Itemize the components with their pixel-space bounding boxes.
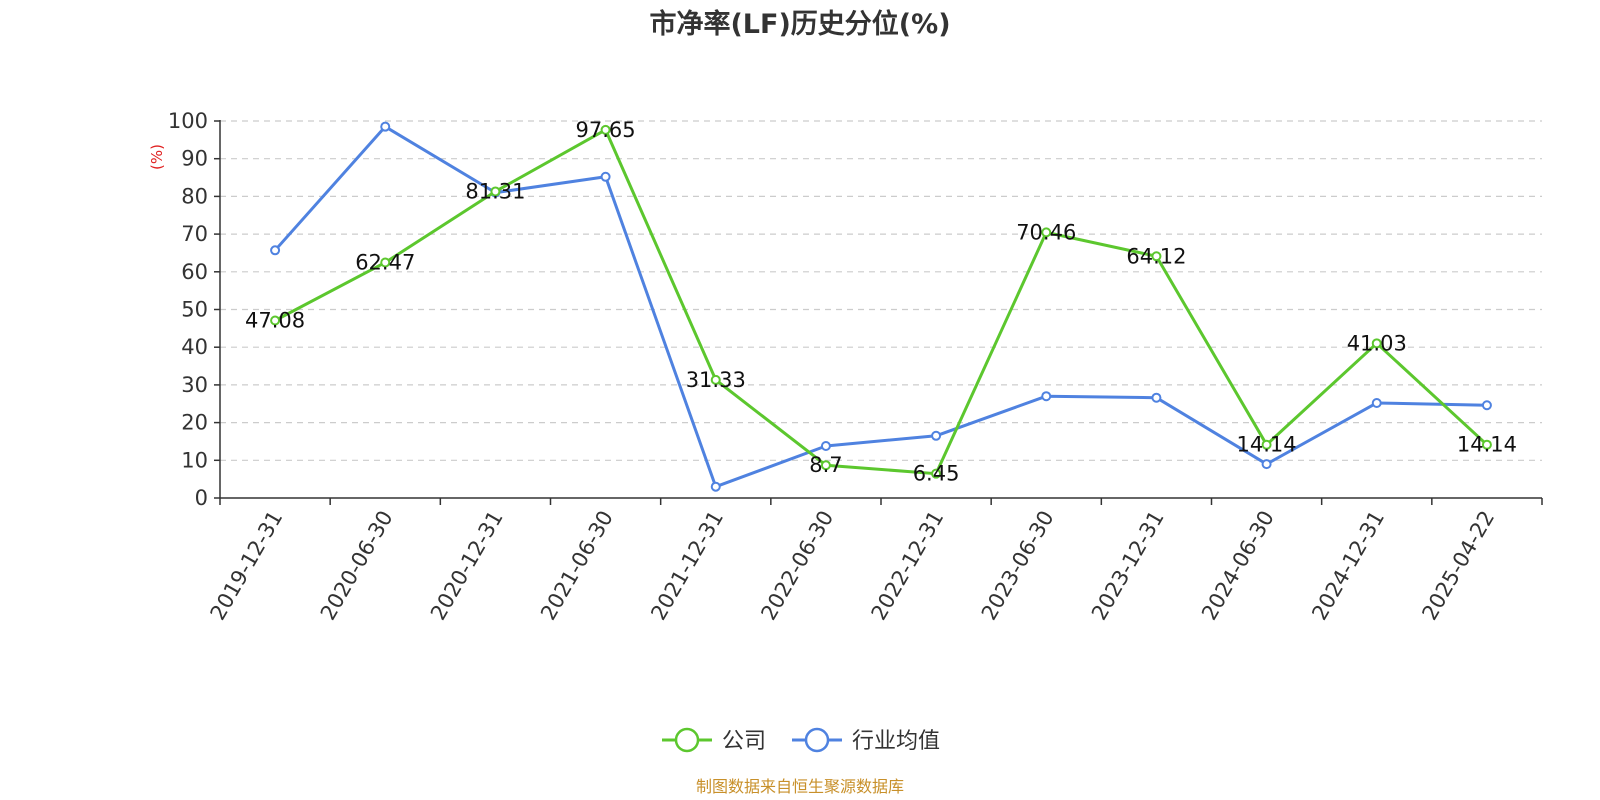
data-label: 31.33	[686, 368, 746, 392]
legend-label: 行业均值	[852, 729, 940, 754]
chart-title: 市净率(LF)历史分位(%)	[649, 8, 950, 40]
point-industry[interactable]	[710, 481, 721, 492]
x-tick-label: 2024-12-31	[1307, 507, 1389, 625]
source-note: 制图数据来自恒生聚源数据库	[696, 777, 904, 796]
point-company[interactable]	[1481, 439, 1492, 450]
data-label: 47.08	[245, 309, 305, 333]
x-tick-label: 2025-04-22	[1417, 507, 1499, 625]
legend-swatch-marker	[674, 727, 700, 753]
x-tick-label: 2023-12-31	[1087, 507, 1169, 625]
x-tick-label: 2023-06-30	[977, 507, 1059, 625]
x-tick-label: 2024-06-30	[1197, 507, 1279, 625]
x-tick-label: 2021-12-31	[646, 507, 728, 625]
point-industry[interactable]	[1041, 391, 1052, 402]
grid-lines	[220, 120, 1542, 461]
point-industry[interactable]	[270, 245, 281, 256]
point-industry[interactable]	[1371, 397, 1382, 408]
point-industry[interactable]	[600, 171, 611, 182]
y-tick-label: 20	[181, 411, 208, 435]
y-tick-label: 70	[181, 222, 208, 246]
point-industry[interactable]	[1481, 400, 1492, 411]
point-company[interactable]	[1041, 227, 1052, 238]
point-company[interactable]	[710, 374, 721, 385]
point-company[interactable]	[1151, 251, 1162, 262]
legend-swatch-marker	[804, 727, 830, 753]
series-lines	[270, 121, 1492, 492]
y-tick-label: 0	[195, 486, 208, 510]
data-label: 41.03	[1347, 331, 1407, 355]
x-tick-label: 2021-06-30	[536, 507, 618, 625]
data-label: 70.46	[1016, 220, 1076, 244]
point-industry[interactable]	[1151, 392, 1162, 403]
point-company[interactable]	[270, 315, 281, 326]
point-company[interactable]	[490, 186, 501, 197]
data-label: 8.7	[809, 453, 842, 477]
data-label: 14.14	[1237, 433, 1297, 457]
data-labels: 47.08 62.47 81.31 97.65 31.33 8.7 6.45 70.46 64.…	[245, 118, 1517, 486]
point-industry[interactable]	[380, 121, 391, 132]
point-company[interactable]	[931, 468, 942, 479]
y-tick-label: 40	[181, 335, 208, 359]
y-tick-label: 100	[168, 109, 208, 133]
y-tick-label: 60	[181, 260, 208, 284]
data-label: 81.31	[465, 179, 525, 203]
point-company[interactable]	[600, 124, 611, 135]
legend-item-industry[interactable]: 行业均值	[792, 727, 940, 754]
legend[interactable]: 公司 行业均值	[662, 727, 940, 754]
data-label: 6.45	[913, 462, 960, 486]
axes: 0 10 20 30 40 50 60 70 80 90 100 2019-12-31 2020-06-…	[168, 109, 1543, 625]
point-industry[interactable]	[931, 430, 942, 441]
y-tick-label: 10	[181, 448, 208, 472]
y-tick-label: 90	[181, 147, 208, 171]
point-company[interactable]	[820, 460, 831, 471]
y-axis-label: (%)	[148, 144, 166, 170]
data-label: 97.65	[576, 118, 636, 142]
series-line-company	[274, 128, 1488, 476]
point-company[interactable]	[380, 257, 391, 268]
legend-item-company[interactable]: 公司	[662, 727, 766, 754]
x-tick-label: 2020-06-30	[316, 507, 398, 625]
x-tick-label: 2019-12-31	[206, 507, 288, 625]
point-industry[interactable]	[820, 440, 831, 451]
x-tick-label: 2020-12-31	[426, 507, 508, 625]
y-tick-label: 80	[181, 184, 208, 208]
data-label: 64.12	[1126, 244, 1186, 268]
legend-label: 公司	[722, 729, 766, 754]
data-label: 62.47	[355, 250, 415, 274]
point-company[interactable]	[1371, 338, 1382, 349]
point-industry[interactable]	[1261, 459, 1272, 470]
y-tick-label: 30	[181, 373, 208, 397]
data-label: 14.14	[1457, 433, 1517, 457]
series-line-industry	[273, 125, 1487, 489]
x-tick-label: 2022-06-30	[756, 507, 838, 625]
point-company[interactable]	[1261, 439, 1272, 450]
x-tick-label: 2022-12-31	[867, 507, 949, 625]
y-tick-label: 50	[181, 298, 208, 322]
